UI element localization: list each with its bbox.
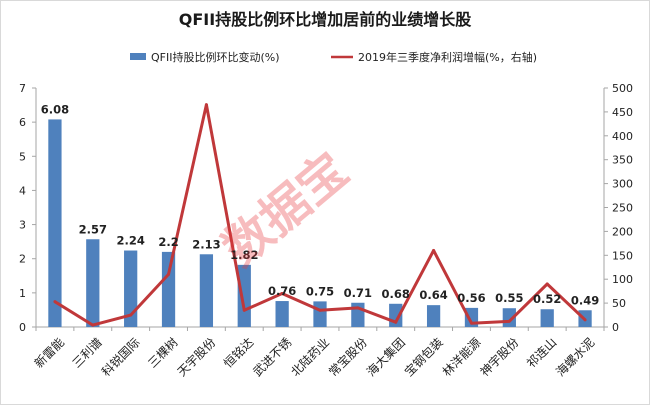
bar-series bbox=[48, 119, 592, 327]
legend-line-label: 2019年三季度净利润增幅(%，右轴) bbox=[358, 50, 537, 64]
bar-value-label: 0.49 bbox=[571, 293, 599, 307]
line-point bbox=[204, 103, 208, 107]
bar bbox=[124, 250, 138, 327]
legend-bar-swatch bbox=[130, 53, 146, 60]
x-category-label: 新雷能 bbox=[31, 335, 67, 371]
line-point bbox=[91, 323, 95, 327]
x-category-label: 林洋能源 bbox=[439, 335, 484, 380]
line-point bbox=[129, 313, 133, 317]
bar-value-label: 0.52 bbox=[533, 292, 561, 306]
bar bbox=[86, 239, 100, 327]
bar bbox=[48, 119, 62, 327]
bar bbox=[426, 305, 441, 327]
bar-value-label: 2.24 bbox=[116, 234, 144, 248]
y-left-tick-label: 4 bbox=[19, 184, 26, 197]
bar-value-label: 0.68 bbox=[382, 287, 410, 301]
x-category-label: 常宝股份 bbox=[326, 335, 370, 379]
y-right-tick-label: 200 bbox=[612, 225, 633, 238]
bar-value-label: 1.82 bbox=[230, 248, 258, 262]
y-right-tick-label: 50 bbox=[612, 297, 626, 310]
x-category-label: 武进不锈 bbox=[250, 335, 294, 379]
bar-value-label: 2.13 bbox=[192, 237, 220, 251]
x-category-label: 神宇股份 bbox=[478, 335, 522, 379]
y-left-tick-label: 6 bbox=[19, 116, 26, 129]
line-point bbox=[53, 300, 57, 304]
bar bbox=[161, 251, 176, 327]
x-category-label: 天宇股份 bbox=[175, 335, 219, 379]
x-category-label: 海螺水泥 bbox=[553, 335, 598, 380]
axes: 0 1 2 3 4 5 6 7 0 50 100 150 200 250 300 350 400 450 500 bbox=[19, 82, 633, 334]
x-category-label: 北陆药业 bbox=[288, 335, 333, 380]
bar-value-label: 0.56 bbox=[457, 291, 485, 305]
x-category-label: 三棵树 bbox=[145, 335, 181, 371]
legend-bar-label: QFII持股比例环比变动(%) bbox=[151, 50, 280, 64]
bar-value-label: 0.64 bbox=[419, 288, 447, 302]
line-point bbox=[242, 308, 246, 312]
y-right-tick-label: 150 bbox=[612, 249, 633, 262]
bar bbox=[540, 309, 554, 327]
y-right-tick-label: 300 bbox=[612, 178, 633, 191]
y-right-tick-label: 0 bbox=[612, 321, 619, 334]
x-category-label: 海大集团 bbox=[363, 335, 408, 380]
x-category-label: 科锐国际 bbox=[99, 335, 143, 379]
bar-value-label: 2.57 bbox=[79, 222, 107, 236]
y-right-tick-label: 350 bbox=[612, 154, 633, 167]
bar bbox=[313, 301, 327, 327]
bar-value-label: 0.71 bbox=[344, 286, 372, 300]
bar bbox=[199, 254, 214, 327]
line-point bbox=[545, 282, 549, 286]
line-point bbox=[318, 308, 322, 312]
bar-value-label: 0.55 bbox=[495, 291, 523, 305]
y-left-tick-label: 5 bbox=[19, 150, 26, 163]
bar-value-label: 2.2 bbox=[158, 235, 178, 249]
bar bbox=[237, 264, 251, 327]
y-left-tick-label: 2 bbox=[19, 253, 26, 266]
bar-value-label: 0.75 bbox=[306, 284, 334, 298]
y-right-tick-label: 250 bbox=[612, 202, 633, 215]
y-right-tick-label: 500 bbox=[612, 82, 633, 95]
line-point bbox=[469, 321, 473, 325]
y-left-tick-label: 7 bbox=[19, 82, 26, 95]
line-point bbox=[280, 292, 284, 296]
line-point bbox=[356, 306, 360, 310]
line-point bbox=[432, 249, 436, 253]
y-left-tick-label: 3 bbox=[19, 219, 26, 232]
bar-value-label: 0.76 bbox=[268, 284, 296, 298]
bar-value-label: 6.08 bbox=[41, 102, 69, 116]
watermark: 数据宝 bbox=[213, 142, 359, 277]
y-left-tick-label: 1 bbox=[19, 287, 26, 300]
legend: QFII持股比例环比变动(%) 2019年三季度净利润增幅(%，右轴) bbox=[130, 50, 537, 64]
line-point bbox=[583, 318, 587, 322]
chart-title: QFII持股比例环比增加居前的业绩增长股 bbox=[179, 10, 472, 29]
line-point bbox=[167, 272, 171, 276]
x-category-label: 宝钢包装 bbox=[402, 335, 446, 379]
line-series bbox=[53, 103, 587, 327]
y-right-tick-label: 400 bbox=[612, 130, 633, 143]
bar bbox=[275, 301, 289, 327]
x-category-label: 三利谱 bbox=[70, 335, 105, 370]
line-point bbox=[394, 320, 398, 324]
y-right-tick-label: 450 bbox=[612, 106, 633, 119]
x-category-label: 祁连山 bbox=[523, 335, 559, 371]
y-right-tick-label: 100 bbox=[612, 273, 633, 286]
x-category-label: 恒铭达 bbox=[220, 335, 256, 371]
line-point bbox=[507, 319, 511, 323]
y-left-tick-label: 0 bbox=[19, 321, 26, 334]
data-labels: 6.08 2.57 2.24 2.2 2.13 1.82 0.76 0.75 0.71 0.68 0… bbox=[41, 102, 600, 307]
